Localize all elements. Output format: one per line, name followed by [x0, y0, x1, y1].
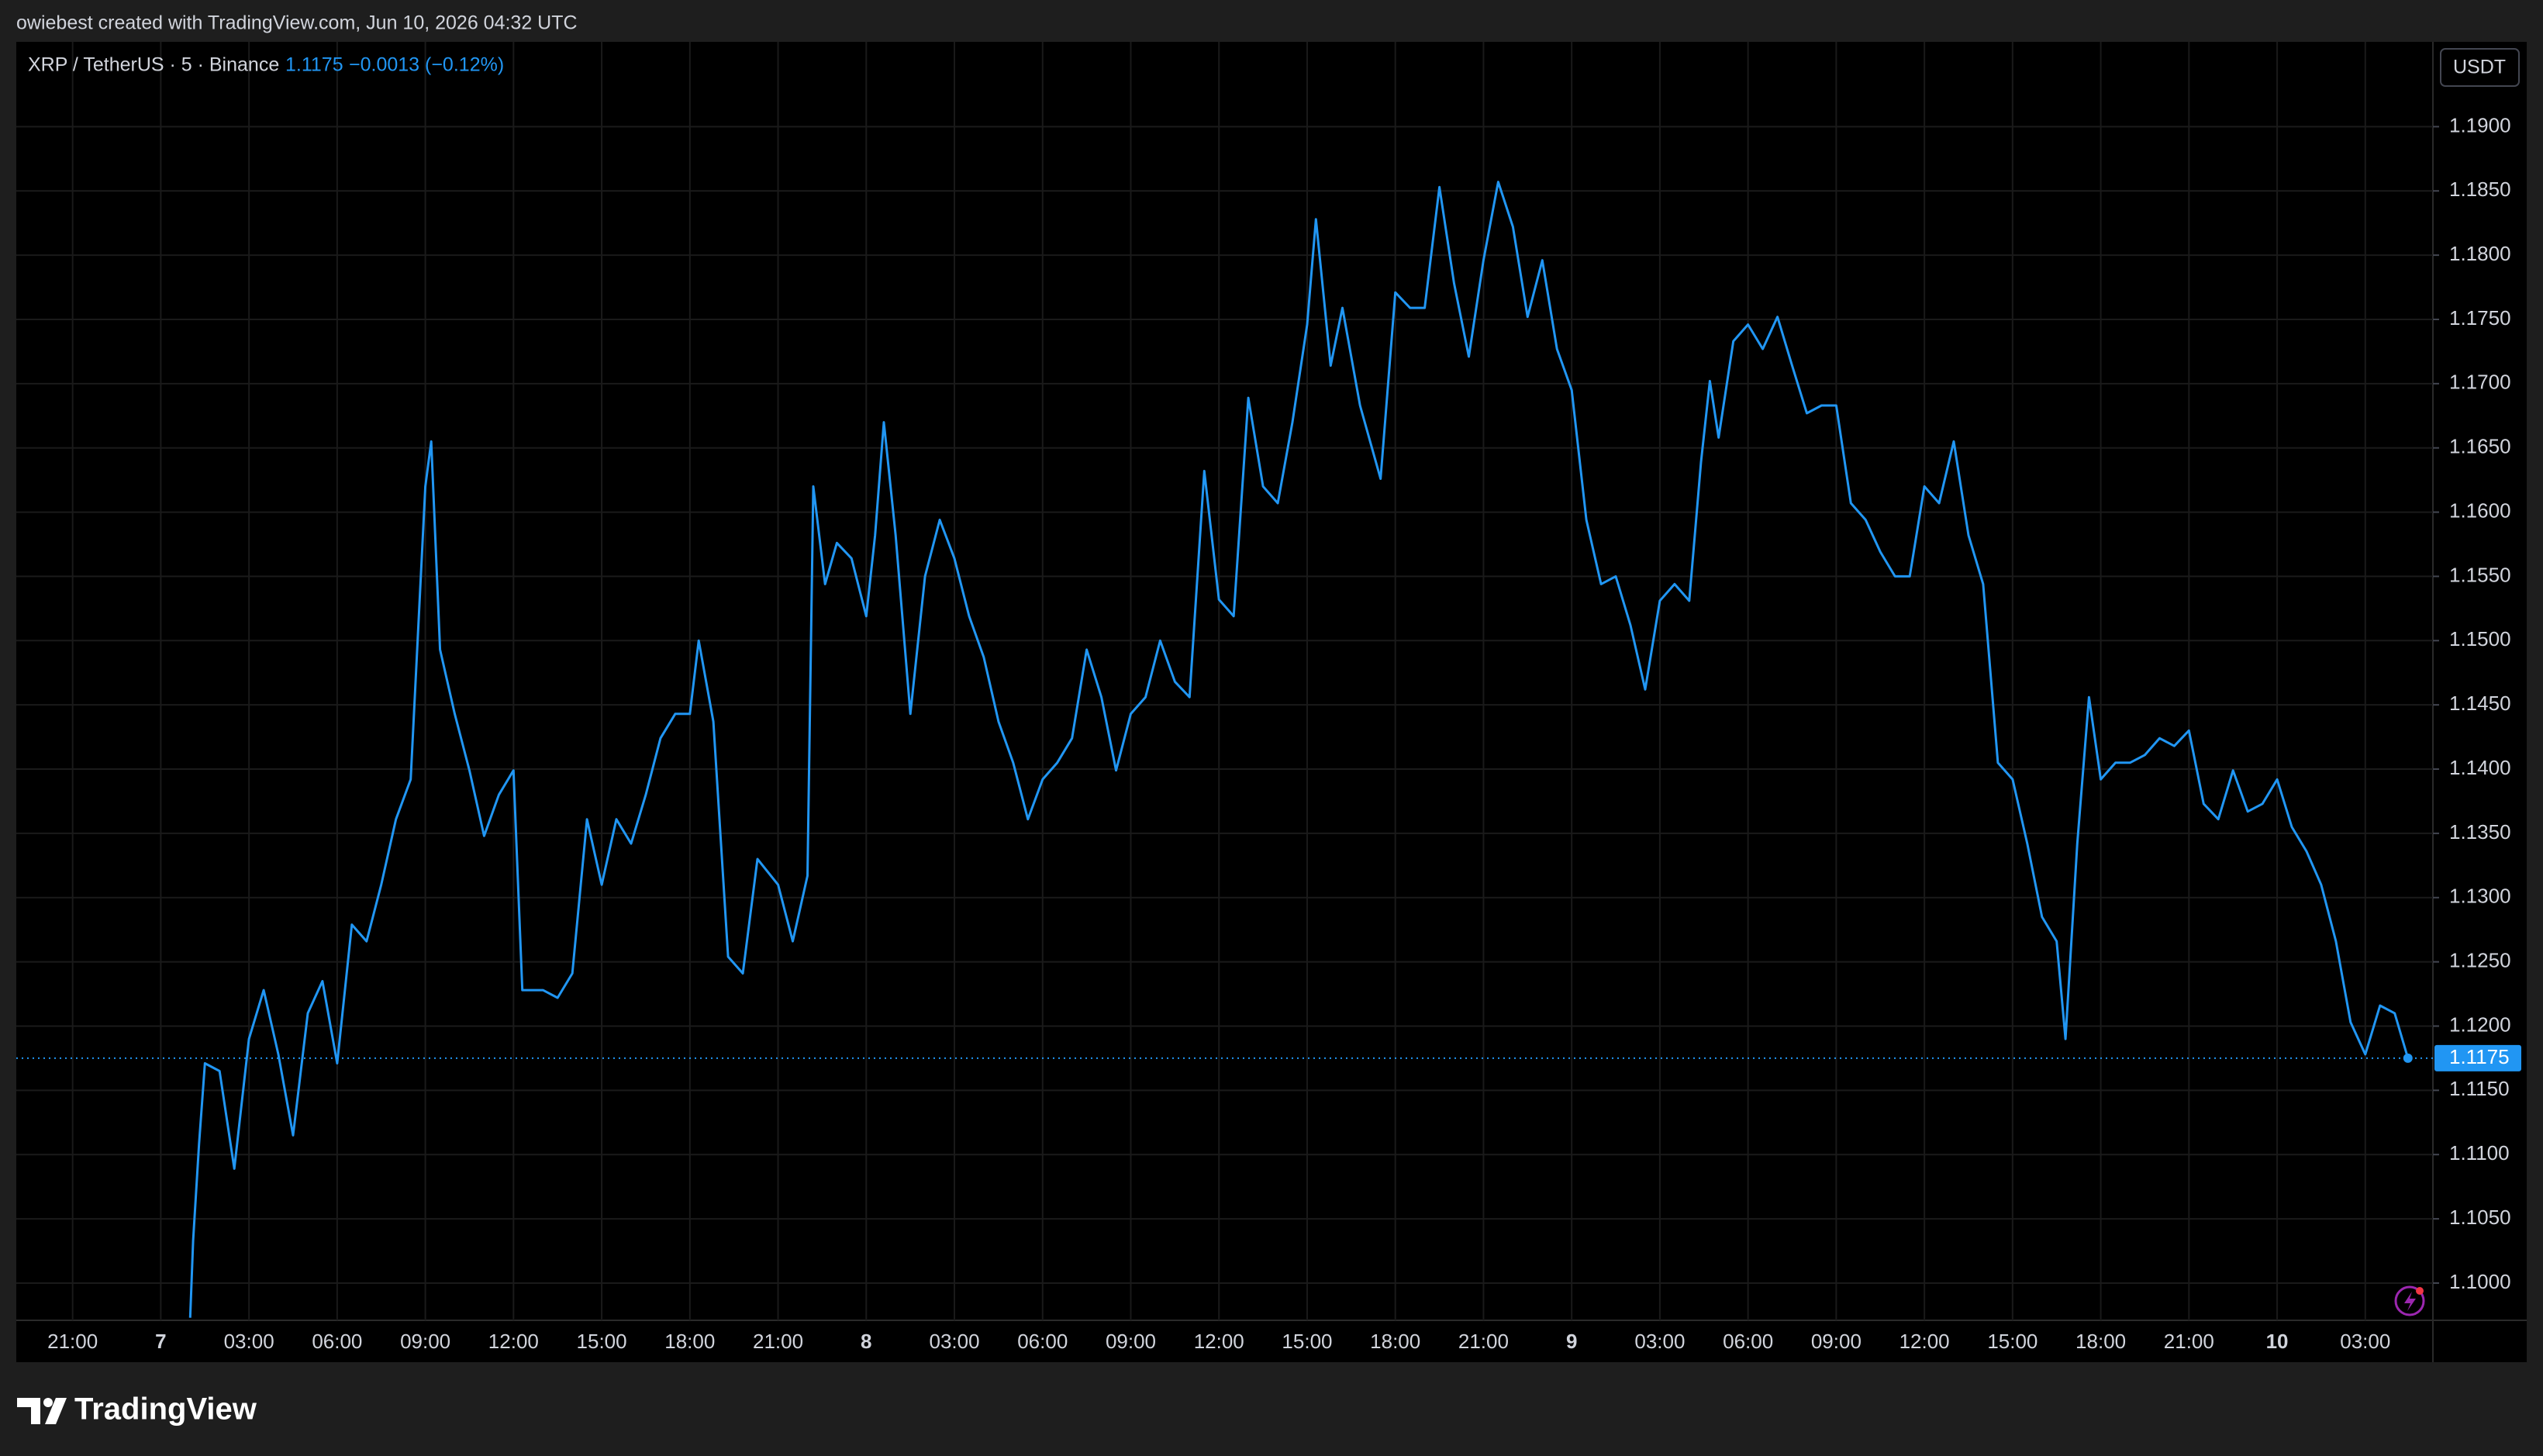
price-label: 1.1175	[2449, 1045, 2510, 1068]
x-tick-label: 9	[1566, 1330, 1577, 1353]
x-tick-label: 03:00	[929, 1330, 979, 1353]
x-tick-label: 7	[155, 1330, 166, 1353]
x-tick-label: 21:00	[1458, 1330, 1509, 1353]
currency-box[interactable]	[2440, 48, 2520, 87]
x-tick-label: 03:00	[224, 1330, 274, 1353]
brand: TradingView	[74, 1392, 257, 1427]
y-tick-label: 1.1050	[2449, 1206, 2511, 1229]
y-tick-label: 1.1300	[2449, 885, 2511, 908]
y-tick-label: 1.1000	[2449, 1270, 2511, 1293]
x-tick-label: 03:00	[1634, 1330, 1685, 1353]
brand-logo	[17, 1398, 67, 1424]
logo-slash	[45, 1398, 67, 1424]
x-tick-label: 06:00	[1017, 1330, 1068, 1353]
x-tick-label: 12:00	[488, 1330, 539, 1353]
y-tick-label: 1.1400	[2449, 756, 2511, 779]
header: owiebest created with TradingView.com, J…	[16, 12, 578, 34]
y-tick-label: 1.1100	[2449, 1141, 2510, 1164]
x-tick-label: 15:00	[1987, 1330, 2038, 1353]
x-tick-label: 06:00	[312, 1330, 362, 1353]
y-tick-label: 1.1900	[2449, 113, 2511, 136]
x-tick-label: 03:00	[2340, 1330, 2390, 1353]
alert-dot	[2416, 1287, 2424, 1295]
price-line	[188, 181, 2410, 1318]
alert-icon[interactable]	[2394, 1285, 2425, 1316]
y-tick-label: 1.1350	[2449, 820, 2511, 844]
legend-price: 1.1175	[285, 54, 343, 76]
y-tick-label: 1.1250	[2449, 948, 2511, 971]
last-point	[2403, 1053, 2413, 1063]
x-tick-label: 15:00	[1282, 1330, 1332, 1353]
y-tick-label: 1.1550	[2449, 563, 2511, 586]
logo-dot	[43, 1398, 53, 1407]
x-tick-label: 09:00	[1106, 1330, 1156, 1353]
y-tick-label: 1.1650	[2449, 435, 2511, 458]
x-tick-label: 10	[2266, 1330, 2289, 1353]
chart-panel	[16, 42, 2527, 1362]
grid	[16, 42, 2439, 1320]
x-tick-label: 8	[861, 1330, 871, 1353]
x-tick-label: 21:00	[753, 1330, 803, 1353]
x-tick-label: 12:00	[1194, 1330, 1244, 1353]
y-tick-label: 1.1600	[2449, 499, 2511, 522]
y-tick-label: 1.1800	[2449, 242, 2511, 265]
x-tick-label: 09:00	[400, 1330, 450, 1353]
symbol: XRP / TetherUS · 5 · Binance	[28, 54, 279, 76]
x-tick-label: 21:00	[2164, 1330, 2214, 1353]
y-tick-label: 1.1450	[2449, 692, 2511, 715]
logo-mark	[17, 1398, 40, 1424]
y-tick-label: 1.1500	[2449, 627, 2511, 650]
y-tick-label: 1.1150	[2449, 1077, 2510, 1100]
x-tick-label: 09:00	[1811, 1330, 1862, 1353]
x-tick-label: 21:00	[47, 1330, 98, 1353]
y-tick-label: 1.1200	[2449, 1013, 2511, 1036]
plot	[16, 181, 2433, 1318]
legend-change: −0.0013 (−0.12%)	[349, 54, 504, 76]
currency[interactable]: USDT	[2453, 57, 2506, 78]
x-tick-label: 18:00	[1370, 1330, 1420, 1353]
y-tick-label: 1.1700	[2449, 371, 2511, 394]
x-tick-label: 18:00	[2075, 1330, 2126, 1353]
y-tick-label: 1.1850	[2449, 178, 2511, 201]
alert-bolt	[2404, 1292, 2416, 1311]
price-label-box	[2434, 1044, 2521, 1071]
x-tick-label: 06:00	[1723, 1330, 1773, 1353]
y-tick-label: 1.1750	[2449, 306, 2511, 329]
x-tick-label: 18:00	[664, 1330, 715, 1353]
x-tick-label: 15:00	[577, 1330, 627, 1353]
x-tick-label: 12:00	[1899, 1330, 1950, 1353]
